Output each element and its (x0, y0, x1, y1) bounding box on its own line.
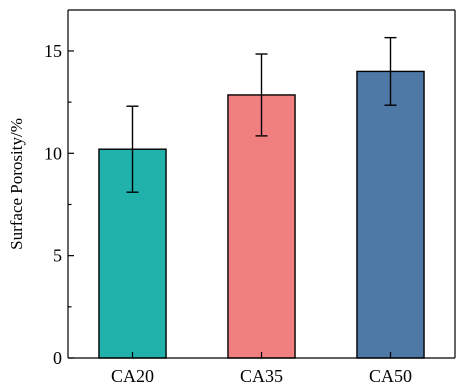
y-tick-label: 5 (53, 246, 62, 266)
y-tick-label: 15 (44, 41, 62, 61)
bar-ca50 (356, 70, 425, 359)
bar-ca35 (227, 94, 296, 359)
error-bars-group (126, 36, 397, 193)
x-tick-label-ca50: CA50 (369, 366, 412, 386)
axes-group: 0 5 10 15 CA20 CA35 CA50 (44, 9, 456, 386)
x-tick-label-ca20: CA20 (111, 366, 154, 386)
error-bar-ca35 (255, 53, 268, 137)
y-axis-title: Surface Porosity/% (7, 118, 26, 250)
x-tick-label-ca35: CA35 (240, 366, 283, 386)
y-tick-label: 10 (44, 143, 62, 163)
error-bar-ca20 (126, 105, 139, 193)
error-bar-ca50 (384, 36, 397, 106)
y-tick-label: 0 (53, 348, 62, 368)
